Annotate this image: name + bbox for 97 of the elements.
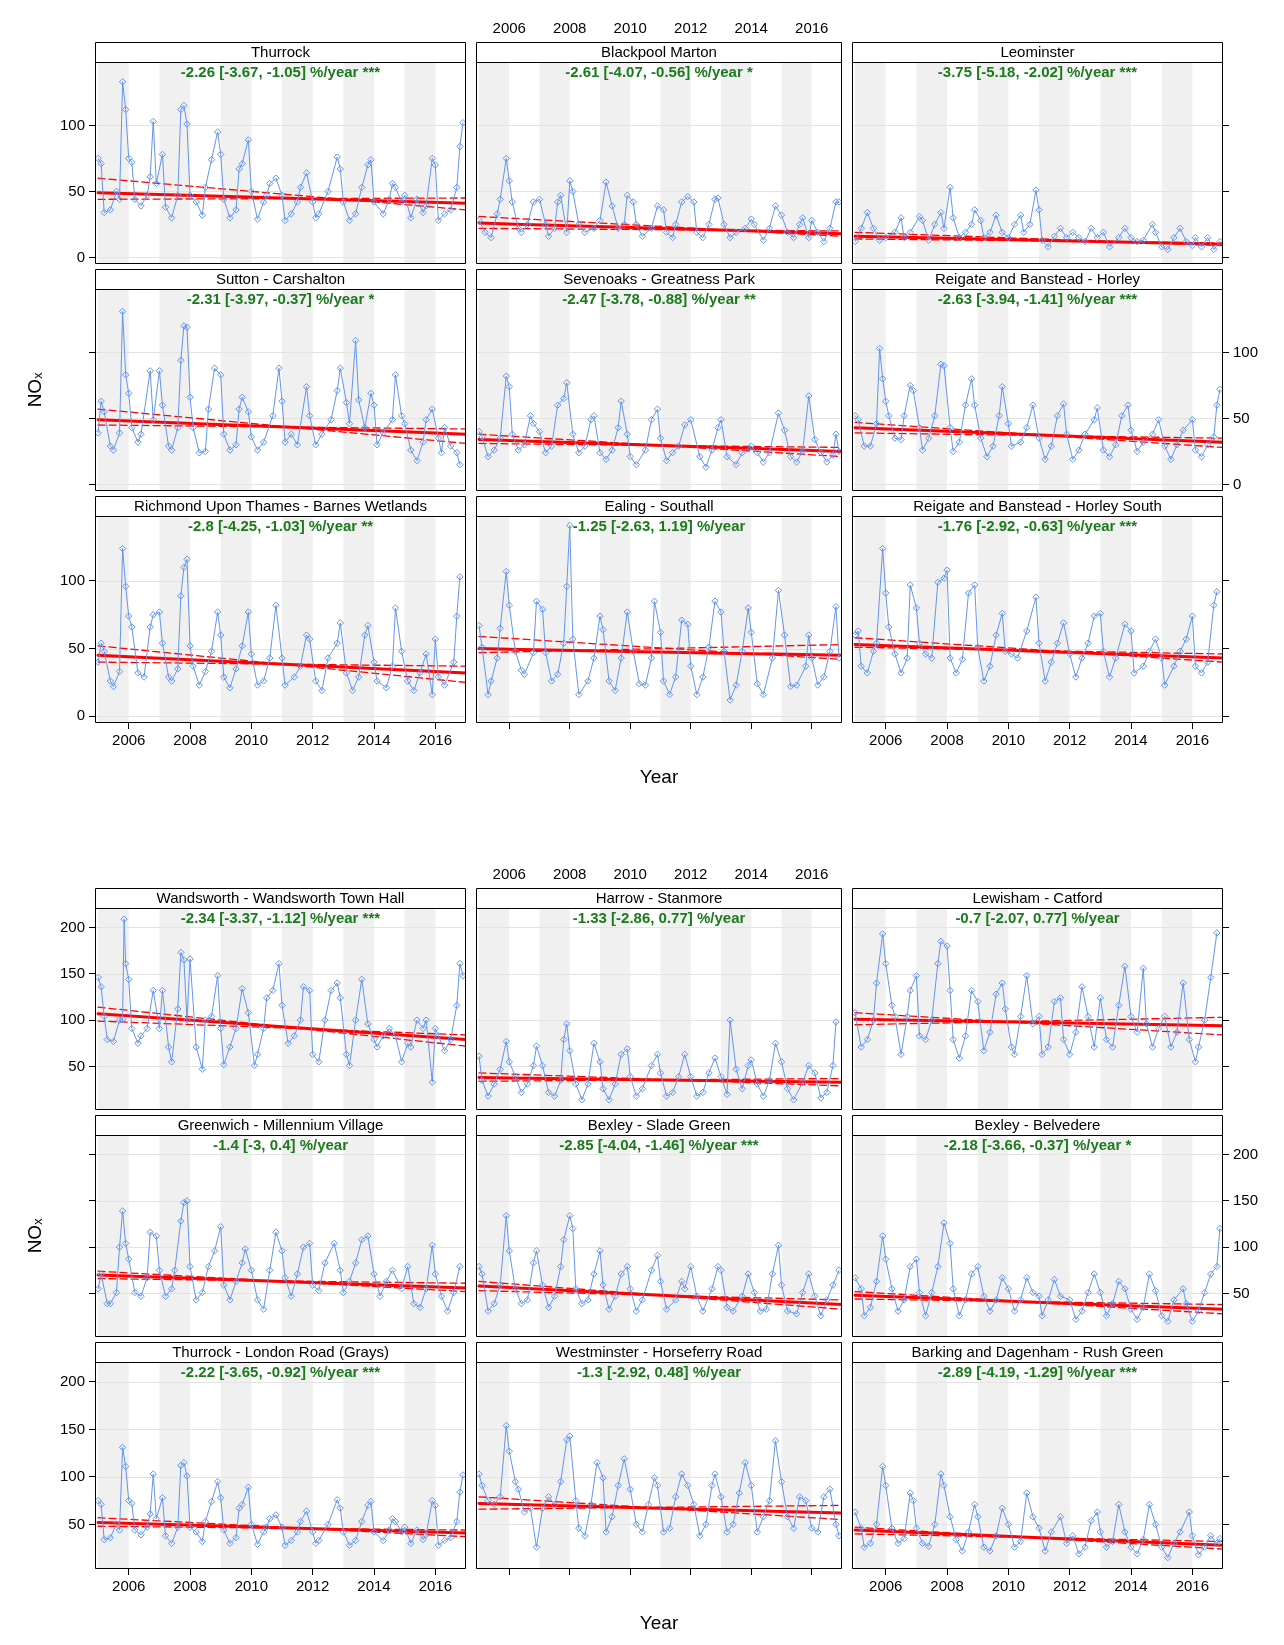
chart-title: Blackpool Marton xyxy=(601,43,717,61)
annotation: -2.47 [-3.78, -0.88] %/year ** xyxy=(562,290,756,308)
x-tick-label: 2014 xyxy=(734,865,768,883)
chart-title: Ealing - Southall xyxy=(604,497,714,515)
chart-title: Richmond Upon Thames - Barnes Wetlands xyxy=(134,497,427,515)
y-tick-label: 0 xyxy=(76,706,85,724)
x-tick-label: 2014 xyxy=(1114,731,1148,749)
x-tick-label: 2010 xyxy=(234,1577,269,1595)
y-tick-label: 100 xyxy=(1233,1237,1259,1255)
annotation: -2.8 [-4.25, -1.03] %/year ** xyxy=(187,517,374,535)
annotation: -2.22 [-3.65, -0.92] %/year *** xyxy=(180,1363,381,1381)
y-tick-label: 50 xyxy=(68,638,85,656)
chart-title: Westminster - Horseferry Road xyxy=(555,1343,763,1361)
x-axis-title: Year xyxy=(639,765,679,787)
x-tick-label: 2016 xyxy=(418,1577,453,1595)
annotation: -2.31 [-3.97, -0.37] %/year * xyxy=(186,290,375,308)
y-tick-label: 150 xyxy=(59,963,85,981)
x-tick-label: 2014 xyxy=(357,731,391,749)
annotation: -2.89 [-4.19, -1.29] %/year *** xyxy=(937,1363,1138,1381)
y-tick-label: 0 xyxy=(76,247,85,265)
x-tick-label: 2016 xyxy=(1175,731,1210,749)
chart-title: Lewisham - Catford xyxy=(972,889,1103,907)
y-tick-label: 150 xyxy=(59,1419,85,1437)
x-tick-label: 2010 xyxy=(613,19,647,37)
chart-title: Thurrock - London Road (Grays) xyxy=(172,1343,389,1361)
x-tick-label: 2012 xyxy=(296,1577,330,1595)
chart-title: Reigate and Banstead - Horley South xyxy=(913,497,1162,515)
annotation: -2.34 [-3.37, -1.12] %/year *** xyxy=(180,909,381,927)
x-tick-label: 2016 xyxy=(795,19,829,37)
y-tick-label: 100 xyxy=(59,1010,85,1028)
x-tick-label: 2014 xyxy=(1114,1577,1148,1595)
x-tick-label: 2012 xyxy=(674,865,708,883)
y-tick-label: 50 xyxy=(1233,408,1250,426)
x-tick-label: 2016 xyxy=(1175,1577,1210,1595)
x-tick-label: 2008 xyxy=(930,731,964,749)
x-tick-label: 2010 xyxy=(991,731,1026,749)
annotation: -2.61 [-4.07, -0.56] %/year * xyxy=(565,63,753,81)
x-tick-label: 2016 xyxy=(418,731,453,749)
annotation: -2.85 [-4.04, -1.46] %/year *** xyxy=(559,1136,759,1154)
annotation: -1.4 [-3, 0.4] %/year xyxy=(212,1136,349,1154)
x-tick-label: 2008 xyxy=(553,19,587,37)
x-tick-label: 2010 xyxy=(613,865,647,883)
x-tick-label: 2012 xyxy=(1053,1577,1087,1595)
y-tick-label: 200 xyxy=(59,1372,85,1390)
x-tick-label: 2012 xyxy=(296,731,330,749)
annotation: -2.26 [-3.67, -1.05] %/year *** xyxy=(180,63,381,81)
y-tick-label: 50 xyxy=(68,181,85,199)
x-tick-label: 2014 xyxy=(357,1577,391,1595)
chart-title: Sevenoaks - Greatness Park xyxy=(563,270,756,288)
annotation: -2.63 [-3.94, -1.41] %/year *** xyxy=(937,290,1138,308)
chart-title: Thurrock xyxy=(250,43,311,61)
y-tick-label: 150 xyxy=(1233,1190,1259,1208)
annotation: -3.75 [-5.18, -2.02] %/year *** xyxy=(937,63,1138,81)
y-tick-label: 50 xyxy=(68,1514,85,1532)
annotation: -1.33 [-2.86, 0.77] %/year xyxy=(572,909,746,927)
chart-title: Bexley - Slade Green xyxy=(587,1116,731,1134)
annotation: -1.3 [-2.92, 0.48] %/year xyxy=(576,1363,742,1381)
chart-title: Wandsworth - Wandsworth Town Hall xyxy=(156,889,405,907)
y-tick-label: 0 xyxy=(1233,474,1242,492)
annotation: -1.76 [-2.92, -0.63] %/year *** xyxy=(937,517,1138,535)
x-tick-label: 2010 xyxy=(991,1577,1026,1595)
y-axis-title: NOₓ xyxy=(23,371,45,408)
x-tick-label: 2008 xyxy=(173,731,207,749)
x-tick-label: 2006 xyxy=(869,731,903,749)
y-tick-label: 200 xyxy=(59,917,85,935)
y-tick-label: 200 xyxy=(1233,1144,1259,1162)
x-tick-label: 2006 xyxy=(492,19,526,37)
y-tick-label: 50 xyxy=(1233,1283,1250,1301)
x-tick-label: 2012 xyxy=(674,19,708,37)
chart-title: Barking and Dagenham - Rush Green xyxy=(911,1343,1164,1361)
chart-title: Harrow - Stanmore xyxy=(595,889,723,907)
x-tick-label: 2006 xyxy=(112,1577,146,1595)
chart-title: Sutton - Carshalton xyxy=(215,270,346,288)
x-tick-label: 2008 xyxy=(553,865,587,883)
y-axis-title: NOₓ xyxy=(23,1217,45,1254)
y-tick-label: 100 xyxy=(59,571,85,589)
chart-title: Greenwich - Millennium Village xyxy=(177,1116,384,1134)
y-tick-label: 100 xyxy=(59,1467,85,1485)
x-tick-label: 2006 xyxy=(869,1577,903,1595)
chart-title: Bexley - Belvedere xyxy=(974,1116,1101,1134)
x-tick-label: 2014 xyxy=(734,19,768,37)
annotation: -2.18 [-3.66, -0.37] %/year * xyxy=(943,1136,1132,1154)
x-tick-label: 2012 xyxy=(1053,731,1087,749)
x-tick-label: 2010 xyxy=(234,731,269,749)
x-tick-label: 2006 xyxy=(492,865,526,883)
x-tick-label: 2008 xyxy=(173,1577,207,1595)
y-tick-label: 100 xyxy=(59,115,85,133)
x-tick-label: 2016 xyxy=(795,865,829,883)
chart-title: Reigate and Banstead - Horley xyxy=(934,270,1141,288)
y-tick-label: 100 xyxy=(1233,342,1259,360)
chart-title: Leominster xyxy=(1000,43,1075,61)
annotation: -0.7 [-2.07, 0.77] %/year xyxy=(955,909,1120,927)
x-tick-label: 2006 xyxy=(112,731,146,749)
annotation: -1.25 [-2.63, 1.19] %/year xyxy=(572,517,746,535)
y-tick-label: 50 xyxy=(68,1056,85,1074)
x-axis-title: Year xyxy=(639,1611,679,1633)
x-tick-label: 2008 xyxy=(930,1577,964,1595)
